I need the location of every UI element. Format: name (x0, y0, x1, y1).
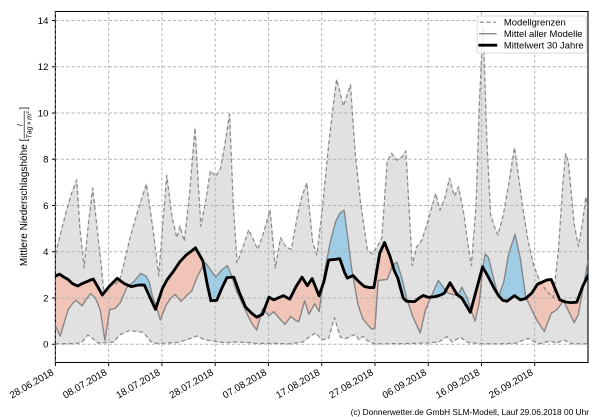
svg-text:(c) Donnerwetter.de GmbH SLM-M: (c) Donnerwetter.de GmbH SLM-Modell, Lau… (351, 407, 590, 417)
svg-text:M i t t: M i t t l e r e N i e d e r s c h l a g … (3, 101, 37, 267)
svg-text:Mittelwert 30 Jahre: Mittelwert 30 Jahre (504, 40, 584, 51)
svg-text:8: 8 (43, 155, 48, 166)
svg-text:2: 2 (43, 293, 48, 304)
svg-text:6: 6 (43, 201, 48, 212)
svg-text:12: 12 (38, 62, 49, 73)
svg-text:Mittel aller Modelle: Mittel aller Modelle (504, 29, 583, 40)
svg-text:Modellgrenzen: Modellgrenzen (504, 18, 566, 29)
svg-text:0: 0 (43, 340, 48, 351)
svg-text:4: 4 (43, 247, 49, 258)
svg-text:14: 14 (38, 16, 49, 27)
svg-text:10: 10 (38, 108, 49, 119)
